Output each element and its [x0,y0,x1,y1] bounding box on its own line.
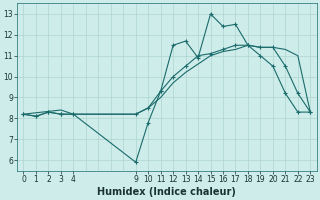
X-axis label: Humidex (Indice chaleur): Humidex (Indice chaleur) [98,187,236,197]
